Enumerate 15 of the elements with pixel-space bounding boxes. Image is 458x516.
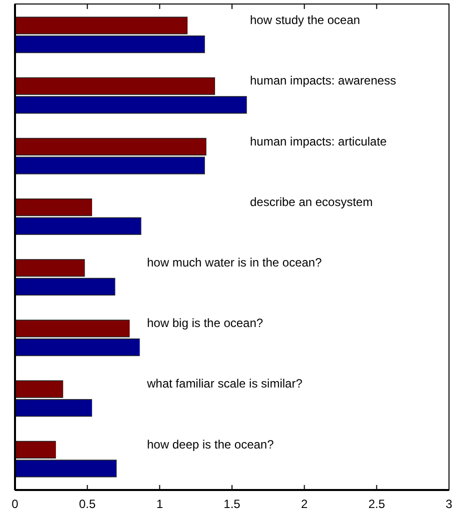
x-tick-label: 3 — [446, 497, 453, 511]
x-tick-label: 1.5 — [224, 497, 241, 511]
y-tick-label: how study the ocean — [250, 13, 360, 28]
x-tick-label: 0.5 — [78, 497, 96, 511]
x-tick-label: 1 — [156, 497, 164, 511]
x-tick-label: 2 — [300, 497, 308, 511]
x-tick-label: 2.5 — [368, 497, 386, 511]
y-tick-label: describe an ecosystem — [250, 194, 373, 209]
y-tick-label: what familiar scale is similar? — [146, 376, 303, 391]
y-tick-label: human impacts: articulate — [250, 134, 388, 148]
y-tick-label: human impacts: awareness — [250, 74, 396, 88]
x-tick-label: 0 — [12, 497, 19, 511]
y-tick-label: how deep is the ocean? — [147, 437, 274, 452]
y-tick-label: how big is the ocean? — [147, 316, 264, 330]
y-tick-label: how much water is in the ocean? — [147, 256, 322, 270]
